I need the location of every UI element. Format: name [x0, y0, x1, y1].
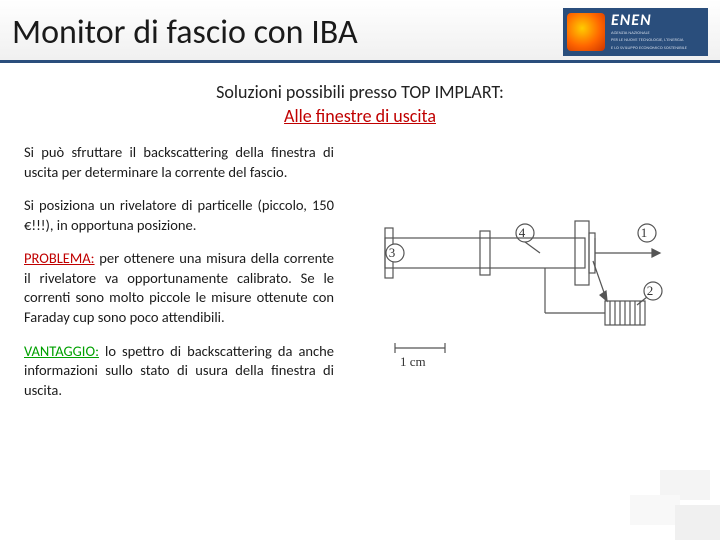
- label-vantaggio: VANTAGGIO:: [24, 342, 99, 360]
- subtitle-line2: Alle finestre di uscita: [24, 105, 696, 127]
- paragraph-1: Si può sfruttare il backscattering della…: [24, 143, 334, 182]
- logo-main: ENEN: [611, 13, 687, 29]
- slide-header: Monitor di fascio con IBA ENEN AGENZIA N…: [0, 0, 720, 63]
- apparatus-diagram: 4 3 2 1 1 cm: [375, 183, 675, 383]
- logo-sub2: PER LE NUOVE TECNOLOGIE, L'ENERGIA: [611, 38, 687, 43]
- slide-content: Soluzioni possibili presso TOP IMPLART: …: [0, 63, 720, 414]
- body-row: Si può sfruttare il backscattering della…: [24, 143, 696, 414]
- label-problema: PROBLEMA:: [24, 249, 95, 267]
- corner-decoration-icon: [560, 440, 720, 540]
- slide-title: Monitor di fascio con IBA: [12, 12, 563, 53]
- diagram-label-4: 4: [519, 225, 526, 240]
- paragraph-2: Si posiziona un rivelatore di particelle…: [24, 196, 334, 235]
- diagram-label-3: 3: [389, 245, 396, 260]
- logo-text: ENEN AGENZIA NAZIONALE PER LE NUOVE TECN…: [611, 13, 687, 51]
- logo-sub3: E LO SVILUPPO ECONOMICO SOSTENIBILE: [611, 46, 687, 51]
- logo-sub1: AGENZIA NAZIONALE: [611, 31, 687, 36]
- logo: ENEN AGENZIA NAZIONALE PER LE NUOVE TECN…: [563, 8, 708, 56]
- diagram-label-1: 1: [641, 225, 648, 240]
- subtitle-line1: Soluzioni possibili presso TOP IMPLART:: [24, 81, 696, 103]
- scale-label: 1 cm: [400, 354, 426, 369]
- diagram-label-2: 2: [647, 283, 654, 298]
- diagram-column: 4 3 2 1 1 cm: [354, 143, 696, 414]
- logo-sun-icon: [567, 13, 605, 51]
- text-column: Si può sfruttare il backscattering della…: [24, 143, 334, 414]
- paragraph-3: PROBLEMA: per ottenere una misura della …: [24, 249, 334, 327]
- paragraph-4: VANTAGGIO: lo spettro di backscattering …: [24, 342, 334, 401]
